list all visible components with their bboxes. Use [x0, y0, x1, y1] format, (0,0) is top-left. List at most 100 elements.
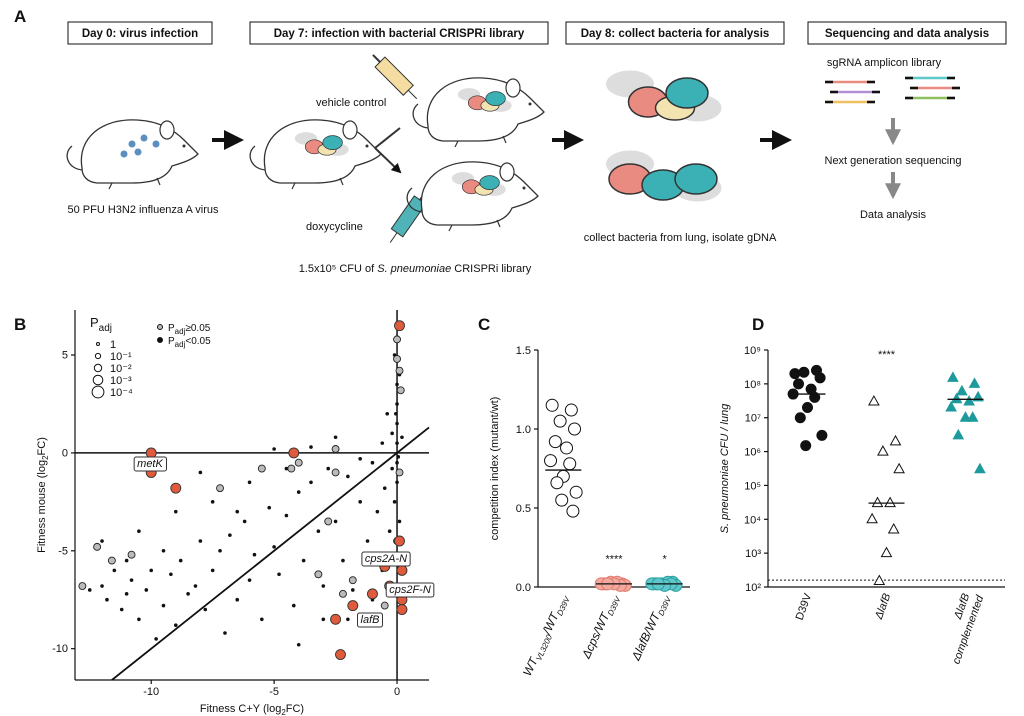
point	[350, 588, 355, 592]
point	[107, 556, 116, 565]
point	[375, 509, 380, 514]
point	[284, 513, 289, 518]
gene-label: metK	[137, 458, 163, 470]
point	[149, 568, 154, 573]
text-part: adj	[99, 323, 112, 334]
point	[330, 613, 342, 625]
point	[294, 458, 303, 467]
point	[93, 542, 102, 551]
y-tick-label: 1.0	[516, 424, 531, 436]
point	[972, 390, 984, 402]
x-axis-label: Fitness C+Y (log2FC)	[200, 703, 304, 716]
point	[331, 468, 340, 477]
point	[380, 441, 385, 445]
point	[800, 440, 812, 452]
y-tick-label: 10⁵	[744, 480, 761, 492]
x-tick-label: -5	[269, 686, 279, 698]
caption: 1.5x10⁵ CFU of S. pneumoniae CRISPRi lib…	[299, 263, 532, 275]
point	[395, 402, 399, 406]
point	[393, 335, 401, 344]
point	[193, 584, 198, 588]
point	[974, 462, 986, 474]
y-tick-label: 0	[62, 447, 68, 459]
point	[889, 434, 902, 446]
text-part: ≥0.05	[185, 323, 210, 334]
point	[396, 604, 408, 615]
bacteria	[605, 69, 723, 123]
point	[170, 482, 182, 494]
panel-label: D	[752, 315, 764, 334]
point	[309, 480, 313, 485]
text-part: FC)	[286, 703, 304, 715]
gene-label: cps2F-N	[389, 584, 431, 596]
point	[956, 384, 968, 396]
point	[382, 486, 387, 490]
legend-label: 10⁻¹	[110, 351, 132, 363]
point	[247, 578, 252, 582]
point	[321, 617, 326, 622]
gene-label-box	[357, 612, 383, 628]
point	[393, 354, 401, 363]
point	[396, 564, 408, 576]
x-tick-label: D39V	[794, 591, 815, 622]
caption: collect bacteria from lung, isolate gDNA	[584, 232, 777, 244]
point	[296, 642, 301, 647]
text-part: P	[168, 336, 175, 347]
syringe	[372, 54, 418, 100]
point	[959, 411, 972, 422]
point	[966, 411, 979, 422]
legend-symbol	[96, 342, 100, 346]
point	[880, 546, 893, 558]
point	[144, 588, 149, 592]
point	[272, 447, 276, 451]
mouse-vehicle	[412, 77, 545, 148]
text-part: FC)	[36, 437, 48, 455]
point	[100, 539, 104, 543]
point	[301, 558, 306, 563]
point	[394, 411, 398, 416]
caption: Next generation sequencing	[825, 155, 962, 167]
point	[553, 414, 567, 428]
caption: Data analysis	[860, 209, 927, 221]
y-axis-label: S. pneumoniae CFU / lung	[719, 403, 731, 534]
point	[100, 584, 104, 588]
point	[235, 597, 240, 602]
point	[129, 578, 134, 582]
y-tick-label: 10⁸	[744, 379, 761, 391]
point	[395, 460, 399, 465]
point	[235, 509, 240, 514]
point	[397, 519, 402, 524]
point	[385, 411, 390, 416]
gene-label: cps2A-N	[365, 553, 407, 565]
point	[173, 509, 178, 514]
point	[789, 368, 801, 380]
point	[112, 568, 117, 573]
point	[568, 422, 582, 436]
point	[346, 474, 350, 479]
point	[566, 504, 580, 518]
caption-part: CRISPRi library	[451, 263, 532, 275]
point	[218, 548, 222, 553]
point	[887, 522, 900, 534]
arrow	[374, 127, 400, 172]
y-tick-label: -5	[58, 545, 68, 557]
text-part: VL3200	[534, 633, 554, 662]
y-axis-label: competition index (mutant/wt)	[489, 397, 501, 541]
point	[380, 601, 389, 610]
step-box	[249, 21, 549, 45]
point	[963, 395, 975, 406]
point	[358, 456, 362, 461]
gene-label-box	[385, 582, 435, 598]
point	[198, 470, 203, 475]
text-part: 2	[281, 708, 286, 716]
point	[868, 395, 880, 406]
point	[198, 539, 203, 543]
point	[560, 441, 574, 455]
point	[272, 545, 276, 549]
point	[370, 460, 375, 465]
point	[816, 429, 828, 441]
step-box	[807, 21, 1007, 45]
significance: ****	[878, 349, 896, 361]
caption: doxycycline	[306, 221, 363, 233]
y-axis-label: Fitness mouse (log2FC)	[36, 437, 50, 553]
